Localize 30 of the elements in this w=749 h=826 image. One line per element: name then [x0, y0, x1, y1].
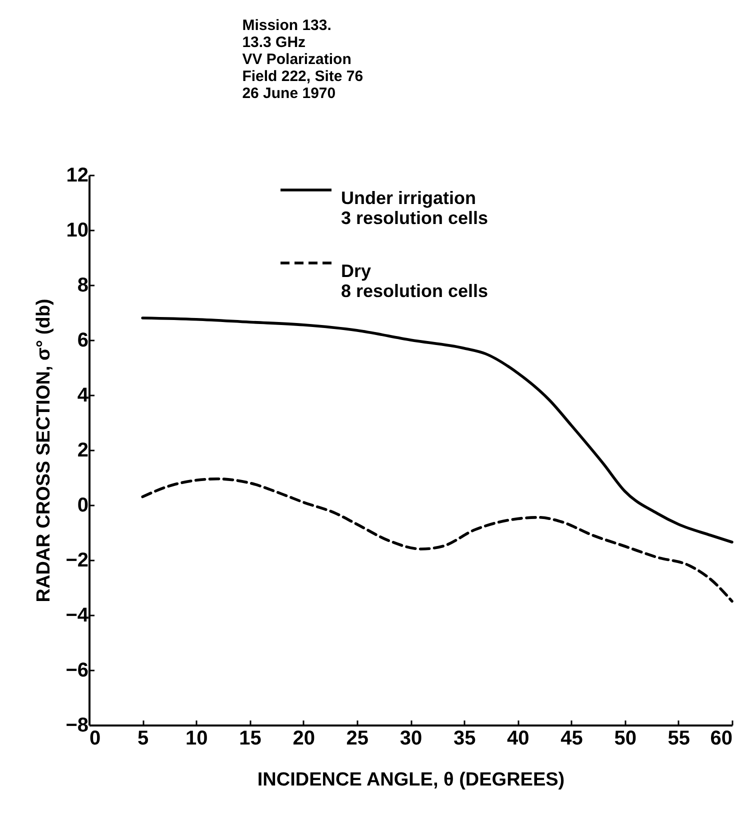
- x-tick-label: 45: [560, 728, 583, 750]
- y-tick-label: 8: [77, 274, 88, 296]
- x-tick-label: 25: [346, 728, 369, 750]
- x-tick-label: 30: [400, 728, 422, 750]
- line-series: [141, 477, 734, 603]
- y-tick-label: −4: [66, 604, 90, 626]
- x-tick-label: 60: [710, 728, 732, 750]
- y-tick-label: 12: [66, 164, 88, 186]
- line-series: [141, 316, 734, 544]
- x-tick-label: 20: [292, 728, 315, 750]
- x-tick-label: 5: [138, 728, 149, 750]
- y-tick-label: −2: [66, 550, 88, 572]
- y-tick-label: 2: [77, 440, 88, 462]
- y-tick-label: 0: [77, 494, 88, 516]
- x-tick-label: 10: [186, 728, 208, 750]
- chart-title: Mission 133. 13.3 GHz VV Polarization Field 222, Site 76 26 June 1970: [242, 17, 364, 102]
- y-tick-label: 10: [66, 220, 88, 242]
- legend-label: Dry 8 resolution cells: [341, 261, 488, 301]
- x-tick-label: 40: [507, 728, 530, 750]
- y-tick-label: 6: [77, 330, 88, 352]
- x-tick-label: 50: [614, 728, 636, 750]
- legend-label: Under irrigation 3 resolution cells: [341, 188, 488, 228]
- x-tick-label: 55: [668, 728, 690, 750]
- y-tick-label: −8: [66, 714, 88, 736]
- x-tick-label: 35: [453, 728, 476, 750]
- y-tick-label: 4: [77, 384, 90, 406]
- y-tick-label: −6: [66, 660, 88, 682]
- x-axis-title: INCIDENCE ANGLE, θ (DEGREES): [257, 770, 565, 790]
- x-tick-label: 15: [239, 728, 262, 750]
- y-axis-title: RADAR CROSS SECTION, σ° (db): [34, 298, 55, 602]
